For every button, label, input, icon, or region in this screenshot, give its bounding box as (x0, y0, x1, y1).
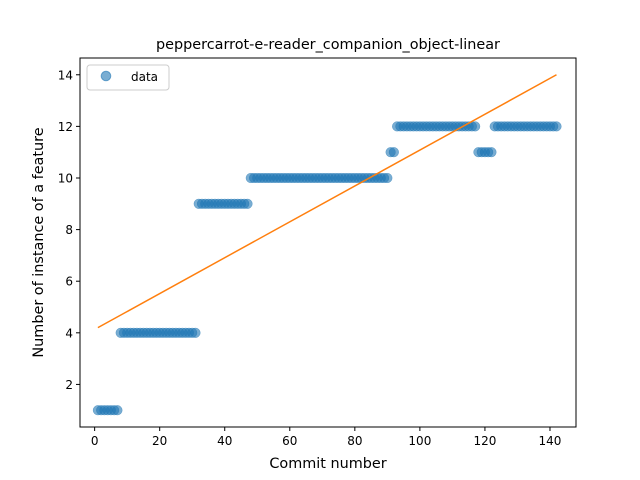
legend-label-data: data (131, 70, 158, 84)
y-tick-label: 6 (65, 275, 73, 289)
x-tick-label: 0 (91, 434, 99, 448)
axis-ticks: 0 20 40 60 80 100 120 140 2 4 6 8 10 12 14 (58, 68, 562, 448)
x-tick-label: 80 (347, 434, 362, 448)
fit-line (97, 74, 557, 329)
y-tick-label: 2 (65, 378, 73, 392)
legend-marker-data (100, 70, 112, 82)
axes-frame (79, 57, 577, 428)
y-tick-label: 14 (58, 68, 73, 82)
x-axis-label: Commit number (269, 456, 386, 472)
x-tick-label: 60 (282, 434, 297, 448)
x-tick-label: 140 (539, 434, 562, 448)
x-tick-label: 40 (217, 434, 232, 448)
chart-title: peppercarrot-e-reader_companion_object-l… (156, 37, 500, 53)
data-point (470, 121, 481, 132)
data-point (112, 405, 123, 416)
data-point (242, 198, 253, 209)
data-point (388, 147, 399, 158)
data-point (486, 147, 497, 158)
y-axis-label: Number of instance of a feature (31, 127, 47, 357)
y-tick-label: 10 (58, 171, 73, 185)
data-marks (92, 74, 562, 416)
data-point (382, 172, 393, 184)
y-tick-label: 4 (65, 326, 73, 340)
data-point (190, 327, 201, 338)
y-tick-label: 12 (58, 120, 73, 134)
x-tick-label: 20 (152, 434, 167, 448)
legend: data (86, 64, 170, 91)
x-tick-label: 100 (408, 434, 431, 448)
x-tick-label: 120 (473, 434, 496, 448)
data-point (551, 121, 562, 132)
y-tick-label: 8 (65, 223, 73, 237)
